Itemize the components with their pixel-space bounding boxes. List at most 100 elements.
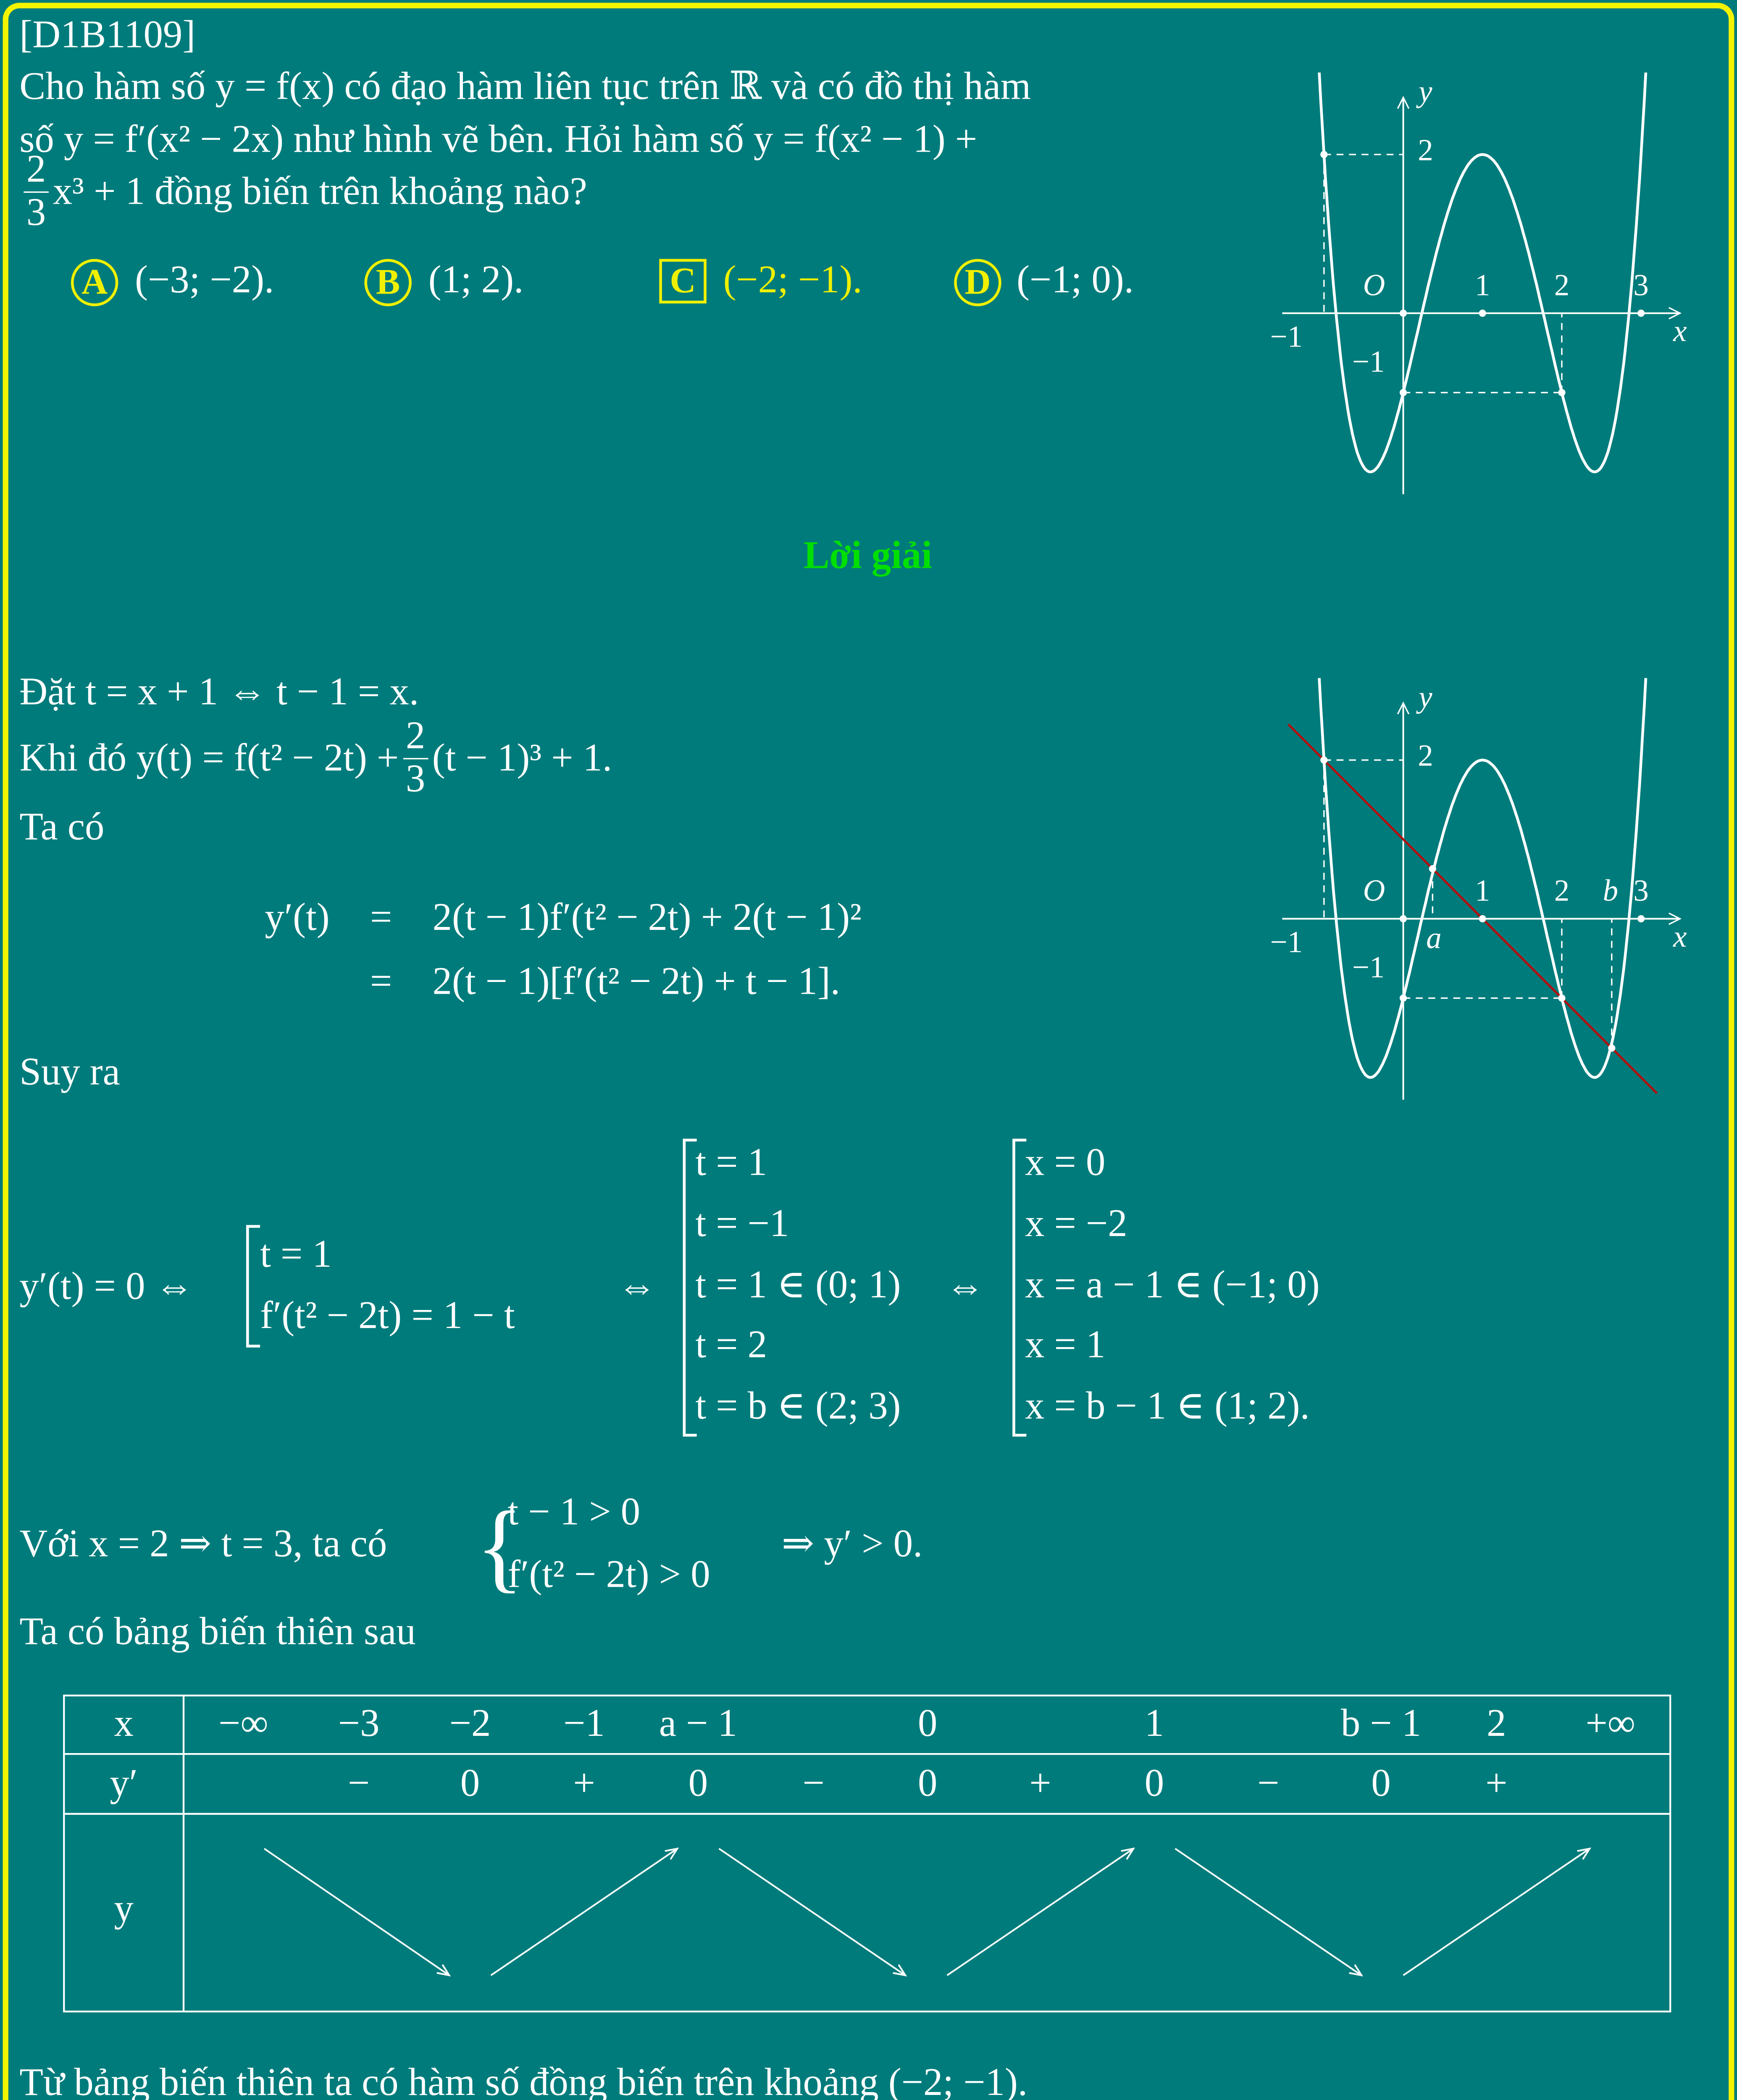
axis-label: x — [1673, 919, 1687, 953]
figure: y2O 1 2 b 3−1 a x−1 — [1270, 678, 1687, 1100]
arrow — [1397, 701, 1410, 715]
axis-label: 3 — [1633, 268, 1648, 302]
case: t = 2 — [695, 1323, 767, 1367]
bracket — [683, 1139, 697, 1437]
choice-label: C — [659, 259, 707, 304]
denominator: 3 — [26, 191, 46, 235]
table-cell: −3 — [338, 1702, 380, 1746]
solution-text: Từ bảng biến thiên ta có hàm số đồng biế… — [19, 2061, 1028, 2100]
point — [1399, 994, 1407, 1002]
point — [1479, 310, 1486, 317]
case: f′(t² − 2t) > 0 — [507, 1553, 710, 1597]
table-cell: − — [802, 1762, 825, 1806]
choice-text: (1; 2). — [428, 259, 524, 302]
axis-label: b — [1603, 874, 1618, 908]
case: x = a − 1 ∈ (−1; 0) — [1025, 1264, 1320, 1307]
row-header: y — [114, 1887, 134, 1931]
point — [1479, 915, 1486, 923]
table-cell: 0 — [1371, 1762, 1391, 1806]
curve — [1318, 678, 1648, 1079]
solution-text: Khi đó y(t) = f(t² − 2t) + — [19, 736, 399, 780]
equation-lhs: y′(t) — [265, 896, 330, 940]
axis-label: −1 — [1352, 950, 1385, 984]
choice-text: (−2; −1). — [723, 259, 862, 302]
point — [1558, 994, 1566, 1002]
equation-rhs: 2(t − 1)f′(t² − 2t) + 2(t − 1)² — [432, 896, 862, 940]
solution-text: Suy ra — [19, 1051, 120, 1095]
solution-text: Khi đó y(t) = f(t² − 2t) +2 3 (t − 1)³ + 1… — [19, 716, 612, 801]
table-cell: + — [1485, 1762, 1508, 1806]
axis-label: −1 — [1352, 344, 1385, 378]
axis-label: −1 — [1270, 319, 1303, 353]
point — [1399, 310, 1407, 317]
axis-label: 2 — [1418, 133, 1433, 167]
red-line — [1287, 723, 1658, 1095]
axis-label: 1 — [1475, 268, 1490, 302]
point — [1320, 756, 1328, 764]
curve — [1318, 72, 1648, 473]
figure: y 2 O 1 2 3x −1 −1 — [1270, 72, 1687, 494]
equation-rhs: 2(t − 1)[f′(t² − 2t) + t − 1]. — [432, 960, 840, 1004]
table-cell: 0 — [688, 1762, 708, 1806]
choice-text: (−3; −2). — [135, 259, 274, 302]
bracket — [246, 1225, 260, 1348]
solution-text: ⇒ y′ > 0. — [781, 1522, 923, 1566]
choice-text: (−1; 0). — [1017, 259, 1134, 302]
case: t = b ∈ (2; 3) — [695, 1385, 901, 1428]
problem-id: [D1B1109] — [19, 14, 196, 57]
axis-label: 2 — [1418, 738, 1433, 772]
solution-text: Đặt t = x + 1 ⇔ t − 1 = x. — [19, 671, 419, 714]
brace: { — [476, 1491, 524, 1602]
solution-heading: Lời giải — [803, 534, 933, 578]
table-cell: 2 — [1487, 1702, 1506, 1746]
table-cell: b − 1 — [1340, 1702, 1422, 1746]
row-header: y′ — [110, 1762, 138, 1806]
bracket — [1012, 1139, 1027, 1437]
table-cell: + — [573, 1762, 595, 1806]
table-cell: − — [1257, 1762, 1280, 1806]
numerator: 2 — [403, 716, 428, 760]
solution-text: Với x = 2 ⇒ t = 3, ta có — [19, 1522, 387, 1566]
equation-relation: ⇔ — [946, 1265, 985, 1309]
table-cell: −2 — [449, 1702, 491, 1746]
case: x = −2 — [1025, 1202, 1127, 1246]
solution-text: Ta có — [19, 806, 105, 849]
axis-label: O — [1363, 268, 1385, 302]
row-header: x — [114, 1702, 134, 1746]
choice-label: B — [364, 259, 412, 307]
equation-lhs: y′(t) = 0 ⇔ — [19, 1265, 194, 1309]
case: x = 0 — [1025, 1141, 1106, 1185]
axis-label: y — [1416, 680, 1432, 714]
case: t = 1 — [695, 1141, 767, 1185]
axis-label: 2 — [1554, 874, 1569, 908]
case: t = 1 — [260, 1233, 332, 1277]
axis-label: y — [1416, 74, 1432, 108]
axis-label: 3 — [1633, 874, 1648, 908]
axis-label: 2 — [1554, 268, 1569, 302]
point — [1399, 389, 1407, 396]
table-cell: − — [348, 1762, 370, 1806]
point — [1608, 1044, 1616, 1052]
table-cell: −1 — [563, 1702, 605, 1746]
case: t − 1 > 0 — [507, 1491, 641, 1534]
point — [1637, 310, 1645, 317]
table-cell: 1 — [1144, 1702, 1164, 1746]
arrow — [1397, 96, 1410, 109]
choice-label: A — [71, 259, 118, 307]
numerator: 2 — [24, 149, 49, 193]
choice-label: D — [954, 259, 1001, 307]
axis-label: 1 — [1475, 874, 1490, 908]
axis-label: a — [1426, 921, 1441, 955]
question-text: 2 3 x³ + 1 đồng biến trên khoảng nào? — [19, 149, 587, 235]
case: t = 1 ∈ (0; 1) — [695, 1264, 901, 1307]
table-cell: 0 — [918, 1702, 938, 1746]
table-cell: −∞ — [218, 1702, 268, 1746]
denominator: 3 — [405, 758, 426, 801]
table-cell: +∞ — [1585, 1702, 1635, 1746]
table-cell: + — [1029, 1762, 1051, 1806]
table-cell: 0 — [1144, 1762, 1164, 1806]
table-cell: 0 — [918, 1762, 938, 1806]
